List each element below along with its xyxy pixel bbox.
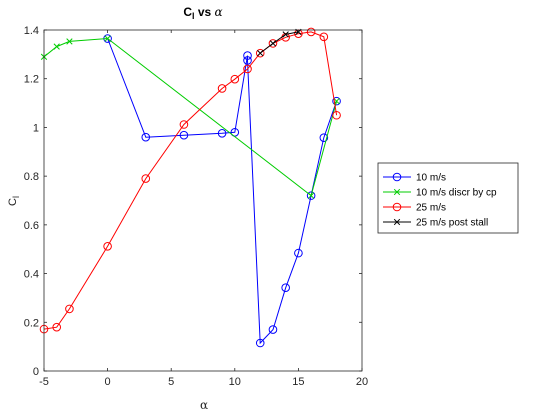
y-tick-label: 0.8 xyxy=(24,171,39,183)
data-point xyxy=(141,174,151,183)
legend-entry-3: 25 m/s post stall xyxy=(383,218,488,229)
data-point xyxy=(306,27,316,37)
data-point xyxy=(103,241,112,251)
x-tick-label: -5 xyxy=(39,376,49,388)
title-alpha: α xyxy=(215,5,223,19)
data-point xyxy=(104,35,111,42)
legend-marker xyxy=(392,172,402,182)
data-point xyxy=(268,325,278,334)
y-tick-label: 0.4 xyxy=(24,269,39,281)
x-axis-label: α xyxy=(200,398,208,412)
data-point xyxy=(294,248,303,258)
data-point xyxy=(53,43,60,50)
axes-box xyxy=(43,29,363,372)
series-layer xyxy=(39,27,341,348)
legend-label: 10 m/s discr by cp xyxy=(416,188,497,199)
data-point xyxy=(66,38,73,45)
y-label-subscript: l xyxy=(11,196,21,198)
x-tick-label: 15 xyxy=(292,376,304,388)
data-point xyxy=(255,48,265,58)
data-point xyxy=(257,49,264,57)
y-tick-label: 1.4 xyxy=(24,25,39,37)
legend: 10 m/s 10 m/s discr by cp 25 m/s 25 m/s pos… xyxy=(377,162,519,234)
legend-entry-1: 10 m/s discr by cp xyxy=(383,188,497,199)
y-tick-label: 0.6 xyxy=(24,220,39,232)
axes-frame xyxy=(43,29,363,372)
data-point xyxy=(269,40,277,47)
legend-marker xyxy=(393,218,401,226)
series-line xyxy=(259,31,299,54)
y-tick-label: 1.2 xyxy=(24,74,39,86)
series-3 xyxy=(257,28,302,57)
x-tick-label: 5 xyxy=(168,376,174,388)
y-tick-label: 0.2 xyxy=(24,317,39,329)
data-point xyxy=(268,39,278,48)
y-tick-label: 0 xyxy=(33,366,39,378)
x-tick-label: 0 xyxy=(105,376,111,388)
series-0 xyxy=(103,34,341,348)
data-point xyxy=(282,31,289,38)
legend-label: 25 m/s xyxy=(416,203,446,214)
data-point xyxy=(319,133,329,142)
data-point xyxy=(319,32,329,42)
plot-area xyxy=(44,30,362,371)
y-axis-label: Cl xyxy=(7,196,21,206)
y-label-main: C xyxy=(7,198,19,206)
title-main: C xyxy=(183,5,192,19)
data-point xyxy=(217,128,227,138)
data-point xyxy=(65,304,74,314)
data-point xyxy=(230,74,240,84)
data-point xyxy=(217,84,227,93)
data-point xyxy=(307,192,315,199)
x-tick-label: 20 xyxy=(356,376,368,388)
data-point xyxy=(179,120,189,129)
data-point xyxy=(255,338,265,348)
series-1 xyxy=(40,35,340,199)
legend-marker xyxy=(393,188,401,196)
data-point xyxy=(52,322,62,332)
series-line xyxy=(43,31,338,330)
data-point xyxy=(141,132,151,142)
data-point xyxy=(243,56,252,65)
legend-marker xyxy=(392,202,402,212)
data-point xyxy=(243,64,252,74)
legend-entry-2: 25 m/s xyxy=(383,203,446,214)
title-subscript: l xyxy=(192,11,195,21)
legend-label: 25 m/s post stall xyxy=(416,218,488,229)
legend-label: 10 m/s xyxy=(416,173,446,184)
x-tick-label: 10 xyxy=(229,376,241,388)
data-point xyxy=(179,130,189,140)
data-point xyxy=(332,96,341,106)
legend-entry-0: 10 m/s xyxy=(383,173,446,184)
data-point xyxy=(332,110,341,120)
data-point xyxy=(306,191,316,200)
title-rest: vs xyxy=(195,5,215,19)
y-tick-label: 1 xyxy=(33,122,39,134)
legend-box xyxy=(377,162,519,234)
chart-title: Cl vs α xyxy=(183,5,222,21)
data-point xyxy=(243,51,252,60)
data-point xyxy=(281,283,290,292)
series-line xyxy=(107,38,338,345)
